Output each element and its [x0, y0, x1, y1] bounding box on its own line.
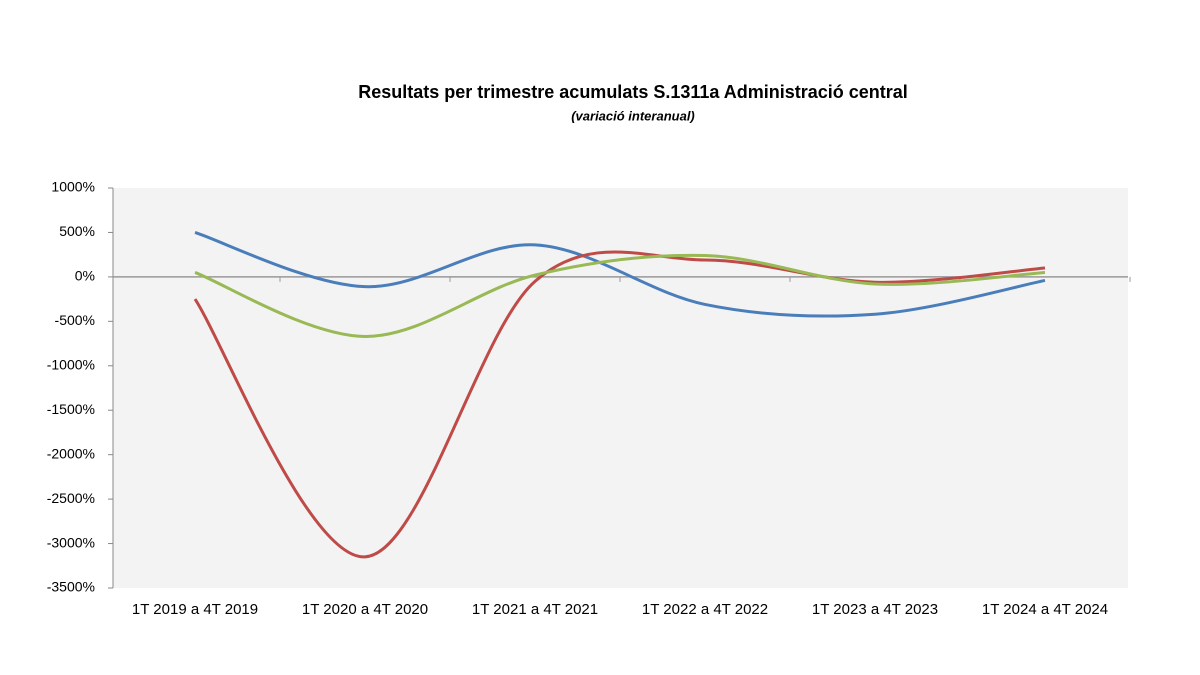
x-tick-label: 1T 2021 a 4T 2021	[471, 601, 599, 618]
y-tick-label: -2000%	[47, 445, 95, 461]
x-tick-label: 1T 2020 a 4T 2020	[301, 601, 429, 618]
y-tick-label: -2500%	[47, 490, 95, 506]
series-line	[193, 250, 1046, 559]
x-tick-label: 1T 2023 a 4T 2023	[811, 601, 939, 618]
y-tick-label: -3500%	[47, 579, 95, 595]
y-tick-label: 500%	[59, 223, 95, 239]
y-tick-label: -1000%	[47, 356, 95, 372]
chart-subtitle: (variació interanual)	[571, 108, 695, 123]
y-tick-label: 1000%	[51, 179, 95, 195]
series-line	[194, 231, 1046, 318]
x-tick-label: 1T 2022 a 4T 2022	[641, 601, 769, 618]
y-tick-label: -1500%	[47, 401, 95, 417]
plot-area	[113, 188, 1128, 588]
y-tick-label: -3000%	[47, 534, 95, 550]
x-tick-label: 1T 2024 a 4T 2024	[981, 601, 1109, 618]
x-tick-label: 1T 2019 a 4T 2019	[131, 601, 259, 618]
chart-title: Resultats per trimestre acumulats S.1311…	[358, 82, 908, 102]
y-tick-label: -500%	[55, 312, 95, 328]
series-line	[194, 253, 1046, 338]
y-tick-label: 0%	[75, 268, 95, 284]
